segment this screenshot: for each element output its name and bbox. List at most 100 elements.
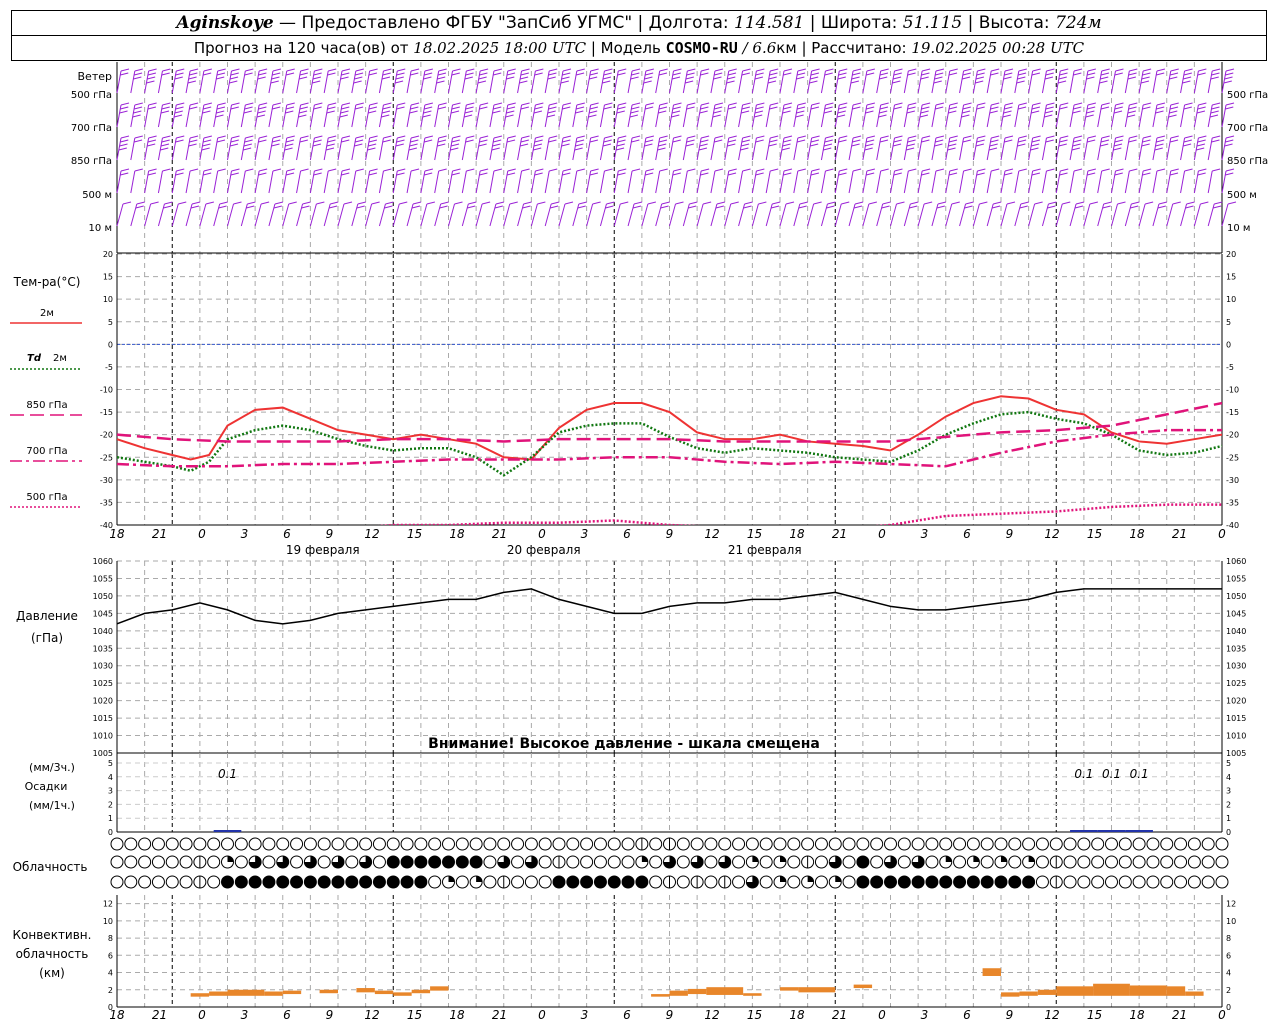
- wind-barb: [558, 168, 572, 194]
- wind-barb-feather: [1018, 168, 1027, 172]
- wind-barb: [392, 102, 406, 128]
- pressure-tick-label: 1050: [1226, 592, 1246, 601]
- wind-barb-feather: [728, 102, 737, 106]
- wind-barb: [945, 201, 960, 227]
- cloud-symbol: [939, 837, 953, 851]
- wind-barb: [185, 135, 199, 161]
- wind-barb-feather: [354, 139, 364, 143]
- wind-barb-feather: [631, 72, 640, 76]
- wind-barb-staff: [351, 137, 357, 161]
- wind-barb-feather: [894, 68, 903, 72]
- convective-bar: [1037, 989, 1057, 995]
- cloud-circle: [179, 855, 193, 869]
- wind-barb-feather: [990, 139, 999, 143]
- wind-barb-feather: [313, 139, 322, 143]
- wind-barb-feather: [1004, 106, 1013, 110]
- wind-barb-feather: [1183, 139, 1192, 143]
- cloud-circle: [801, 837, 815, 851]
- cloud-symbol: [635, 837, 649, 851]
- wind-barb-feather: [1073, 72, 1082, 76]
- wind-barb-staff: [1028, 170, 1034, 194]
- wind-barb-staff: [227, 104, 232, 128]
- wind-barb: [199, 135, 212, 161]
- wind-barb: [240, 135, 254, 161]
- wind-barb-feather: [730, 201, 739, 205]
- wind-barb-feather: [424, 106, 433, 110]
- wind-barb: [254, 68, 268, 94]
- wind-barb-feather: [300, 68, 309, 72]
- cloud-circle: [179, 875, 193, 889]
- cloud-fill: [635, 876, 648, 888]
- wind-barb-staff: [227, 203, 234, 227]
- wind-barb: [530, 135, 544, 161]
- cloud-symbol: [124, 855, 138, 869]
- wind-barb-staff: [130, 137, 136, 161]
- wind-barb: [240, 102, 254, 128]
- wind-barb-feather: [271, 76, 280, 80]
- wind-barb: [337, 68, 351, 94]
- wind-barb-feather: [440, 201, 449, 205]
- wind-barb-feather: [661, 201, 670, 205]
- wind-barb-feather: [1018, 135, 1027, 139]
- cloud-symbol: [386, 837, 400, 851]
- wind-barb-feather: [1156, 139, 1165, 143]
- cloud-circle: [331, 837, 345, 851]
- wind-barb-feather: [1170, 135, 1179, 139]
- wind-barb-staff: [157, 70, 163, 94]
- wind-barb: [240, 201, 256, 227]
- wind-barb-feather: [437, 139, 447, 143]
- hour-tick-label: 18: [1129, 1008, 1145, 1022]
- wind-barb: [986, 201, 1002, 227]
- wind-barb-feather: [1073, 68, 1083, 72]
- wind-barb-feather: [507, 102, 516, 106]
- cloud-symbol: [759, 837, 773, 851]
- wind-barb-staff: [710, 70, 716, 94]
- wind-barb-feather: [535, 135, 544, 139]
- wind-barb-feather: [423, 76, 432, 80]
- wind-barb-feather: [879, 72, 889, 76]
- wind-barb: [793, 135, 806, 161]
- wind-barb-staff: [669, 203, 676, 227]
- wind-barb-staff: [972, 203, 980, 227]
- wind-barb-feather: [479, 72, 488, 76]
- wind-barb-staff: [655, 203, 663, 227]
- wind-barb-staff: [130, 203, 138, 227]
- pressure-tick-label: 1040: [1226, 627, 1246, 636]
- wind-barb-feather: [727, 143, 736, 147]
- temp-tick-label: 0: [1226, 340, 1231, 349]
- cloud-circle: [759, 837, 773, 851]
- wind-barb: [461, 102, 475, 128]
- wind-barb-staff: [848, 137, 854, 161]
- wind-barb-feather: [852, 106, 861, 110]
- wind-barb-feather: [575, 139, 585, 143]
- convective-bar: [264, 991, 283, 996]
- wind-barb-feather: [769, 106, 778, 110]
- cloud-symbol: [552, 875, 566, 889]
- wind-barb-feather: [533, 147, 542, 151]
- wind-barb-staff: [544, 104, 550, 128]
- cloud-symbol: [331, 875, 345, 889]
- cloud-circle: [483, 837, 497, 851]
- cloud-circle: [704, 875, 718, 889]
- wind-barb-feather: [438, 168, 447, 172]
- wind-barb-feather: [590, 102, 599, 106]
- wind-barb-staff: [779, 203, 787, 227]
- wind-barb-staff: [1124, 170, 1130, 194]
- cloud-symbol: [221, 855, 234, 869]
- wind-barb-feather: [147, 143, 156, 147]
- cloud-symbol: [1049, 875, 1063, 889]
- wind-barb-feather: [991, 168, 1000, 172]
- wind-barb-feather: [712, 114, 721, 118]
- cloud-symbol: [676, 875, 690, 889]
- wind-barb: [848, 68, 862, 94]
- wind-barb: [738, 102, 751, 128]
- pressure-tick-label: 1035: [1226, 644, 1246, 653]
- wind-barb-feather: [215, 114, 224, 118]
- cloud-symbol: [290, 855, 304, 869]
- wind-barb-feather: [1046, 168, 1055, 172]
- wind-barb-feather: [1115, 135, 1124, 139]
- wind-barb-staff: [544, 137, 550, 161]
- wind-barb-feather: [935, 135, 945, 139]
- wind-barb-staff: [986, 70, 992, 94]
- wind-barb-feather: [1224, 143, 1233, 147]
